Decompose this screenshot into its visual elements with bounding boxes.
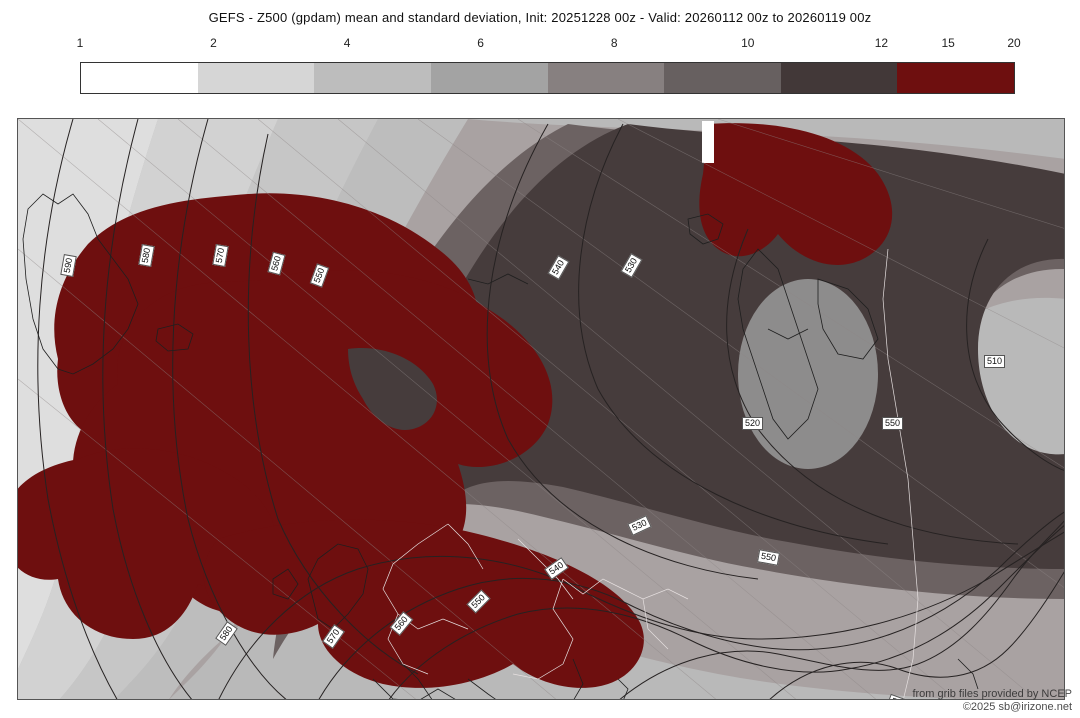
colorbar-segment-5 xyxy=(664,63,781,93)
colorbar-container: 1 2 4 6 8 10 12 15 20 xyxy=(80,36,1015,96)
colorbar-gradient xyxy=(80,62,1015,94)
tick-label-4: 4 xyxy=(344,36,351,50)
tick-label-2: 2 xyxy=(210,36,217,50)
chart-title: GEFS - Z500 (gpdam) mean and standard de… xyxy=(0,10,1080,25)
tick-label-6: 6 xyxy=(477,36,484,50)
colorbar-segment-1 xyxy=(198,63,315,93)
tick-label-20: 20 xyxy=(1007,36,1020,50)
white-gap-notch xyxy=(702,121,714,163)
tick-label-15: 15 xyxy=(941,36,954,50)
colorbar-segment-4 xyxy=(548,63,665,93)
colorbar-segment-3 xyxy=(431,63,548,93)
contour-label-7: 520 xyxy=(742,417,763,430)
contour-label-8: 510 xyxy=(984,355,1005,368)
colorbar-segment-2 xyxy=(314,63,431,93)
gray-blob-barents xyxy=(738,279,878,469)
tick-label-8: 8 xyxy=(611,36,618,50)
colorbar-ticks: 1 2 4 6 8 10 12 15 20 xyxy=(80,36,1015,62)
tick-label-12: 12 xyxy=(875,36,888,50)
colorbar-segment-6 xyxy=(781,63,898,93)
colorbar-segment-7 xyxy=(897,63,1014,93)
contour-label-17: 550 xyxy=(882,417,903,430)
map-container[interactable]: 590 580 570 560 550 540 530 520 510 580 570 560 550 5… xyxy=(17,118,1065,700)
attribution-text: from grib files provided by NCEP ©2025 s… xyxy=(912,688,1072,714)
tick-label-1: 1 xyxy=(77,36,84,50)
colorbar-segment-0 xyxy=(81,63,198,93)
tick-label-10: 10 xyxy=(741,36,754,50)
